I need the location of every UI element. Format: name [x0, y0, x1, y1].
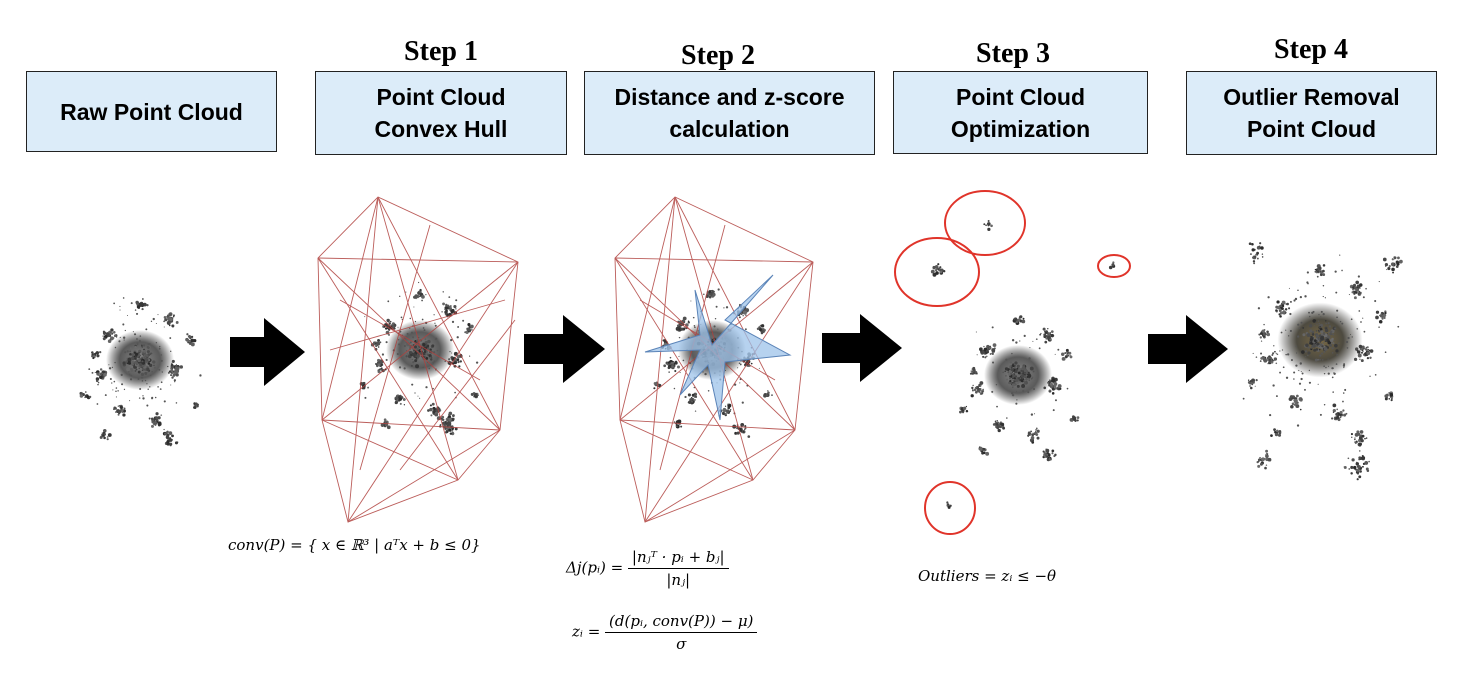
optimization-box: Point Cloud Optimization	[893, 71, 1148, 154]
hull-formula-set: { x ∈ ℝ³ | aᵀx + b ≤ 0}	[307, 536, 481, 554]
step-1-title: Step 1	[404, 36, 478, 67]
point-cloud-image	[1242, 242, 1403, 481]
outlier-removal-box: Outlier Removal Point Cloud	[1186, 71, 1437, 155]
outlier-circle-icon	[944, 190, 1026, 256]
outlier-removal-label: Outlier Removal Point Cloud	[1223, 84, 1400, 142]
zscore-formula-denominator: σ	[676, 635, 687, 653]
outliers-formula-text: Outliers = zᵢ ≤ −θ	[918, 567, 1057, 585]
distance-formula-lhs: Δj(pᵢ) =	[566, 558, 628, 577]
step-2-title: Step 2	[681, 40, 755, 71]
hull-formula-lhs: conv(P) =	[228, 536, 308, 554]
point-cloud-image	[79, 297, 202, 447]
distance-zscore-box: Distance and z-score calculation	[584, 71, 875, 155]
right-arrow-icon	[524, 315, 605, 383]
step-3-title: Step 3	[976, 38, 1050, 69]
raw-point-cloud-label: Raw Point Cloud	[60, 98, 243, 125]
convex-hull-formula: conv(P) = { x ∈ ℝ³ | aᵀx + b ≤ 0}	[228, 536, 481, 554]
zscore-formula: zᵢ = (d(pᵢ, conv(P)) − μ) σ	[572, 612, 758, 653]
outlier-circle-icon	[894, 237, 980, 307]
zscore-formula-numerator: (d(pᵢ, conv(P)) − μ)	[605, 612, 758, 633]
right-arrow-icon	[1148, 315, 1228, 383]
distance-star-image	[644, 274, 792, 421]
convex-hull-label: Point Cloud Convex Hull	[374, 84, 508, 142]
optimization-label: Point Cloud Optimization	[950, 83, 1091, 142]
right-arrow-icon	[822, 314, 902, 382]
distance-formula: Δj(pᵢ) = |nⱼᵀ · pᵢ + bⱼ| |nⱼ|	[566, 548, 729, 589]
outlier-circle-icon	[924, 481, 976, 535]
convex-hull-image	[317, 196, 519, 523]
convex-hull-image	[614, 196, 814, 523]
point-cloud-image	[930, 219, 1116, 509]
distance-formula-denominator: |nⱼ|	[666, 571, 691, 589]
outliers-formula: Outliers = zᵢ ≤ −θ	[918, 567, 1056, 585]
distance-zscore-label: Distance and z-score calculation	[614, 84, 845, 142]
distance-formula-numerator: |nⱼᵀ · pᵢ + bⱼ|	[627, 548, 729, 569]
zscore-formula-lhs: zᵢ =	[572, 622, 606, 641]
convex-hull-box: Point Cloud Convex Hull	[315, 71, 567, 155]
right-arrow-icon	[230, 318, 305, 386]
raw-point-cloud-box: Raw Point Cloud	[26, 71, 277, 152]
outlier-circle-icon	[1097, 254, 1131, 278]
step-4-title: Step 4	[1274, 34, 1348, 65]
